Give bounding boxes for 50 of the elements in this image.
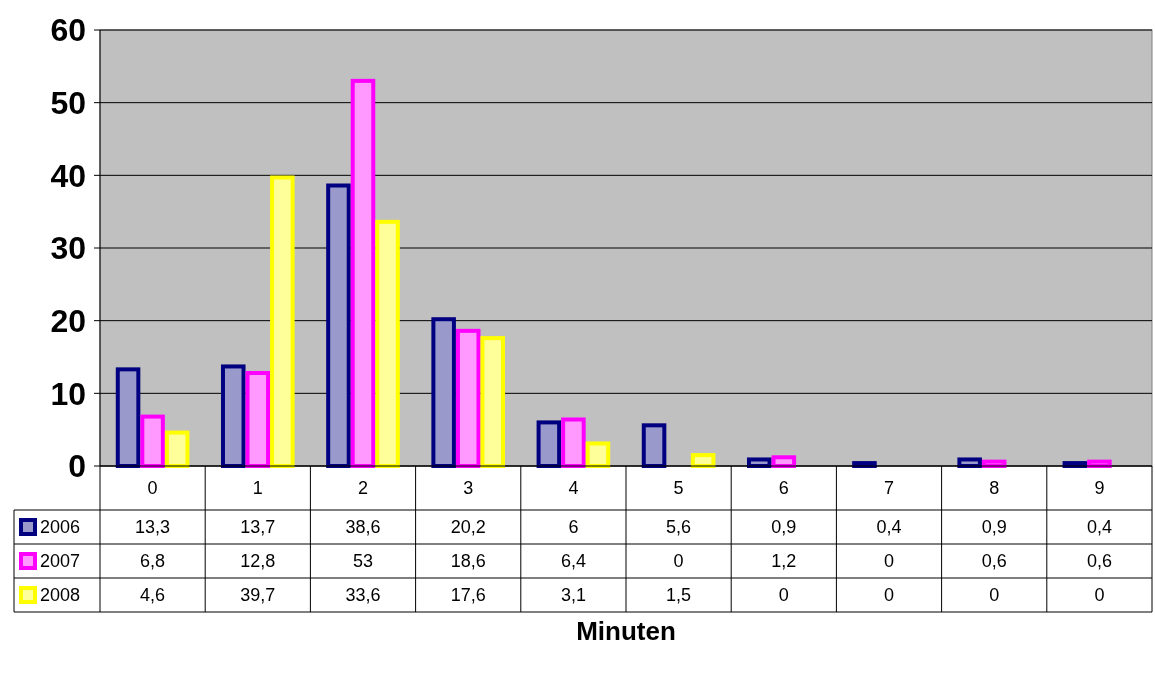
- x-tick-label: 5: [673, 478, 684, 499]
- x-tick-label: 3: [463, 478, 474, 499]
- x-tick-label: 2: [357, 478, 369, 499]
- data-label: 0: [989, 585, 1000, 606]
- x-tick-label: 8: [989, 478, 1000, 499]
- data-label: 12,8: [240, 551, 276, 572]
- data-label: 38,6: [345, 517, 381, 538]
- data-label: 3,1: [560, 585, 586, 606]
- data-label: 20,2: [450, 517, 486, 538]
- legend-label: 2008: [40, 585, 81, 606]
- data-label: 0: [673, 551, 684, 572]
- data-label: 0: [883, 551, 895, 572]
- data-label: 17,6: [450, 585, 486, 606]
- data-label: 0,4: [1086, 517, 1112, 538]
- y-tick-label: 20: [50, 302, 86, 339]
- data-label: 5,6: [666, 517, 692, 538]
- data-label: 13,7: [240, 517, 276, 538]
- legend-label: 2006: [40, 517, 81, 538]
- data-label: 1,5: [666, 585, 692, 606]
- y-tick-label: 10: [50, 375, 86, 412]
- x-tick-label: 4: [568, 478, 579, 499]
- data-label: 0,9: [771, 517, 797, 538]
- y-tick-label: 30: [50, 230, 86, 267]
- data-label: 0,6: [981, 551, 1007, 572]
- x-tick-label: 1: [252, 478, 263, 499]
- x-tick-label: 6: [778, 478, 789, 499]
- x-tick-label: 7: [883, 478, 895, 499]
- data-label: 33,6: [345, 585, 381, 606]
- data-label: 4,6: [140, 585, 166, 606]
- data-label: 6,4: [560, 551, 586, 572]
- data-label: 0,9: [981, 517, 1007, 538]
- x-tick-label: 0: [147, 478, 158, 499]
- data-label: 0,4: [876, 517, 902, 538]
- x-tick-label: 9: [1094, 478, 1105, 499]
- data-label: 6,8: [140, 551, 166, 572]
- data-label: 39,7: [240, 585, 276, 606]
- data-label: 6: [568, 517, 579, 538]
- data-label: 0: [1094, 585, 1105, 606]
- legend-label: 2007: [40, 551, 81, 572]
- y-tick-label: 40: [50, 157, 86, 194]
- data-label: 1,2: [771, 551, 797, 572]
- y-tick-label: 50: [50, 84, 86, 121]
- y-tick-label: 60: [50, 12, 86, 49]
- data-label: 13,3: [135, 517, 171, 538]
- data-label: 0,6: [1086, 551, 1112, 572]
- data-label: 18,6: [450, 551, 486, 572]
- data-label: 0: [883, 585, 895, 606]
- data-label: 53: [352, 551, 374, 572]
- x-axis-title: Minuten: [576, 616, 676, 646]
- data-label: 0: [778, 585, 789, 606]
